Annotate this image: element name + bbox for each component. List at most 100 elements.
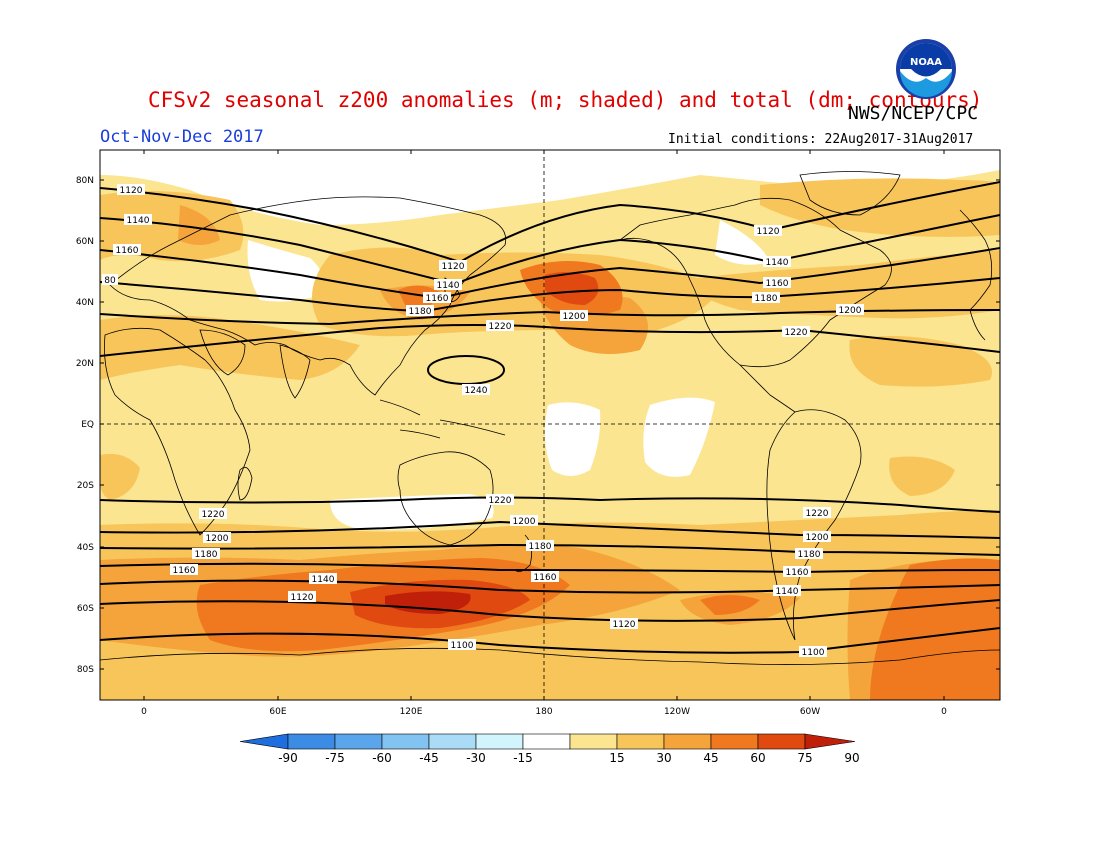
contour-label-text: 1120 xyxy=(291,593,314,603)
coastline-africa xyxy=(104,327,251,536)
contour-1140-sh xyxy=(100,579,1000,594)
contour-label-bg xyxy=(799,646,827,657)
contour-label: 1200 xyxy=(203,532,231,544)
contour-label-bg xyxy=(192,548,220,559)
contour-label: 1120 xyxy=(754,225,782,237)
contour-label: 1220 xyxy=(486,494,514,506)
contour-1160-sh xyxy=(100,562,1000,574)
lon-label: 120W xyxy=(664,707,690,717)
anomaly-region xyxy=(889,456,955,496)
contour-label-text: 1160 xyxy=(786,568,809,578)
contour-label-text: 1120 xyxy=(613,620,636,630)
anomaly-region xyxy=(100,315,360,380)
contour-label-text: 1120 xyxy=(442,262,465,272)
colorbar-label: -90 xyxy=(278,751,298,765)
contour-label: 1140 xyxy=(124,214,152,226)
contour-1220-sh xyxy=(100,496,1000,513)
contour-label-text: 1180 xyxy=(529,542,552,552)
lon-label: 0 xyxy=(941,707,947,717)
contour-label-bg xyxy=(486,320,514,331)
anomaly-region xyxy=(544,402,601,476)
contour-label-bg xyxy=(434,279,462,290)
contour-label-text: 1240 xyxy=(465,386,488,396)
contour-label: 1200 xyxy=(510,515,538,527)
contour-label-text: 1160 xyxy=(766,279,789,289)
contour-label-text: 1140 xyxy=(127,216,150,226)
contour-label-bg xyxy=(309,573,337,584)
contour-1140-nh xyxy=(100,214,1000,286)
contour-label: 1120 xyxy=(610,618,638,630)
contour-1220-nh xyxy=(100,324,1000,357)
colorbar-swatch xyxy=(616,733,665,750)
lon-label: 120E xyxy=(400,707,423,717)
contour-label-bg xyxy=(531,571,559,582)
lat-label: 20S xyxy=(77,481,94,491)
map-frame xyxy=(99,149,1001,701)
anomaly-region xyxy=(330,494,494,530)
lat-label: 40N xyxy=(76,298,94,308)
contour-label: 1180 xyxy=(752,292,780,304)
contour-label-text: 1200 xyxy=(513,517,536,527)
lat-label: EQ xyxy=(81,420,94,430)
contour-label-text: 1220 xyxy=(489,322,512,332)
contour-label: 1120 xyxy=(288,591,316,603)
anomaly-region xyxy=(178,205,220,245)
coastline-europe-west xyxy=(959,209,993,341)
contour-label-text: 1140 xyxy=(437,281,460,291)
colorbar-swatch xyxy=(475,733,524,750)
contour-label-text: 1200 xyxy=(806,533,829,543)
colorbar-label: 75 xyxy=(797,751,812,765)
contour-label-text: 1180 xyxy=(409,307,432,317)
colorbar-label: 45 xyxy=(703,751,718,765)
coastline-antarctica xyxy=(100,647,1000,665)
contour-label-bg xyxy=(439,260,467,271)
contour-label-text: 1160 xyxy=(534,573,557,583)
contour-label-bg xyxy=(199,508,227,519)
contour-label: 1180 xyxy=(192,548,220,560)
contour-label: 1180 xyxy=(526,540,554,552)
noaa-logo: NOAA xyxy=(896,39,956,99)
coastline-australia xyxy=(397,451,494,546)
colorbar-label: 15 xyxy=(609,751,624,765)
contour-label: 1220 xyxy=(486,320,514,332)
coastline-madagascar xyxy=(237,466,253,501)
contour-label-bg xyxy=(763,256,791,267)
contour-label-text: 1160 xyxy=(426,294,449,304)
contour-label-bg xyxy=(803,507,831,518)
contour-label-text: 1160 xyxy=(173,566,196,576)
contour-label: 1160 xyxy=(423,292,451,304)
agency-credit: NWS/NCEP/CPC xyxy=(848,103,979,124)
contour-label-text: 80 xyxy=(104,276,116,286)
contour-1160-nh xyxy=(100,247,1000,300)
contour-label-bg xyxy=(124,214,152,225)
colorbar-label: 90 xyxy=(844,751,859,765)
contour-label-text: 1180 xyxy=(195,550,218,560)
map-axes: 80N 60N 40N 20N EQ 20S 40S 60S 80S 0 60E 120E 180 120… xyxy=(76,150,1000,717)
colorbar: -90 -75 -60 -45 -30 -15 15 30 45 60 75 90 xyxy=(239,733,860,765)
contour-label-bg xyxy=(610,618,638,629)
colorbar-swatch xyxy=(334,733,383,750)
contour-label-bg xyxy=(754,225,782,236)
contour-label: 1100 xyxy=(448,639,476,651)
contour-label: 1120 xyxy=(439,260,467,272)
contour-label: 1160 xyxy=(763,277,791,289)
contour-label-text: 1220 xyxy=(489,496,512,506)
lat-label: 20N xyxy=(76,359,94,369)
contour-label-bg xyxy=(836,304,864,315)
contour-1180-sh xyxy=(100,543,1000,556)
anomaly-region xyxy=(100,150,1000,225)
contour-label: 1160 xyxy=(531,571,559,583)
anomaly-region xyxy=(247,240,324,302)
contour-label-text: 1160 xyxy=(116,246,139,256)
contour-label-bg xyxy=(795,548,823,559)
colorbar-swatch xyxy=(663,733,712,750)
colorbar-swatch xyxy=(569,733,618,750)
contour-label-bg xyxy=(448,639,476,650)
contour-label-bg xyxy=(526,540,554,551)
anomaly-region xyxy=(385,591,471,614)
contour-1100-sh xyxy=(100,627,1000,654)
coastline-greenland xyxy=(799,171,901,216)
coastline-north-america xyxy=(619,197,892,368)
coastline-central-america xyxy=(739,364,796,413)
noaa-logo-text: NOAA xyxy=(910,57,942,68)
